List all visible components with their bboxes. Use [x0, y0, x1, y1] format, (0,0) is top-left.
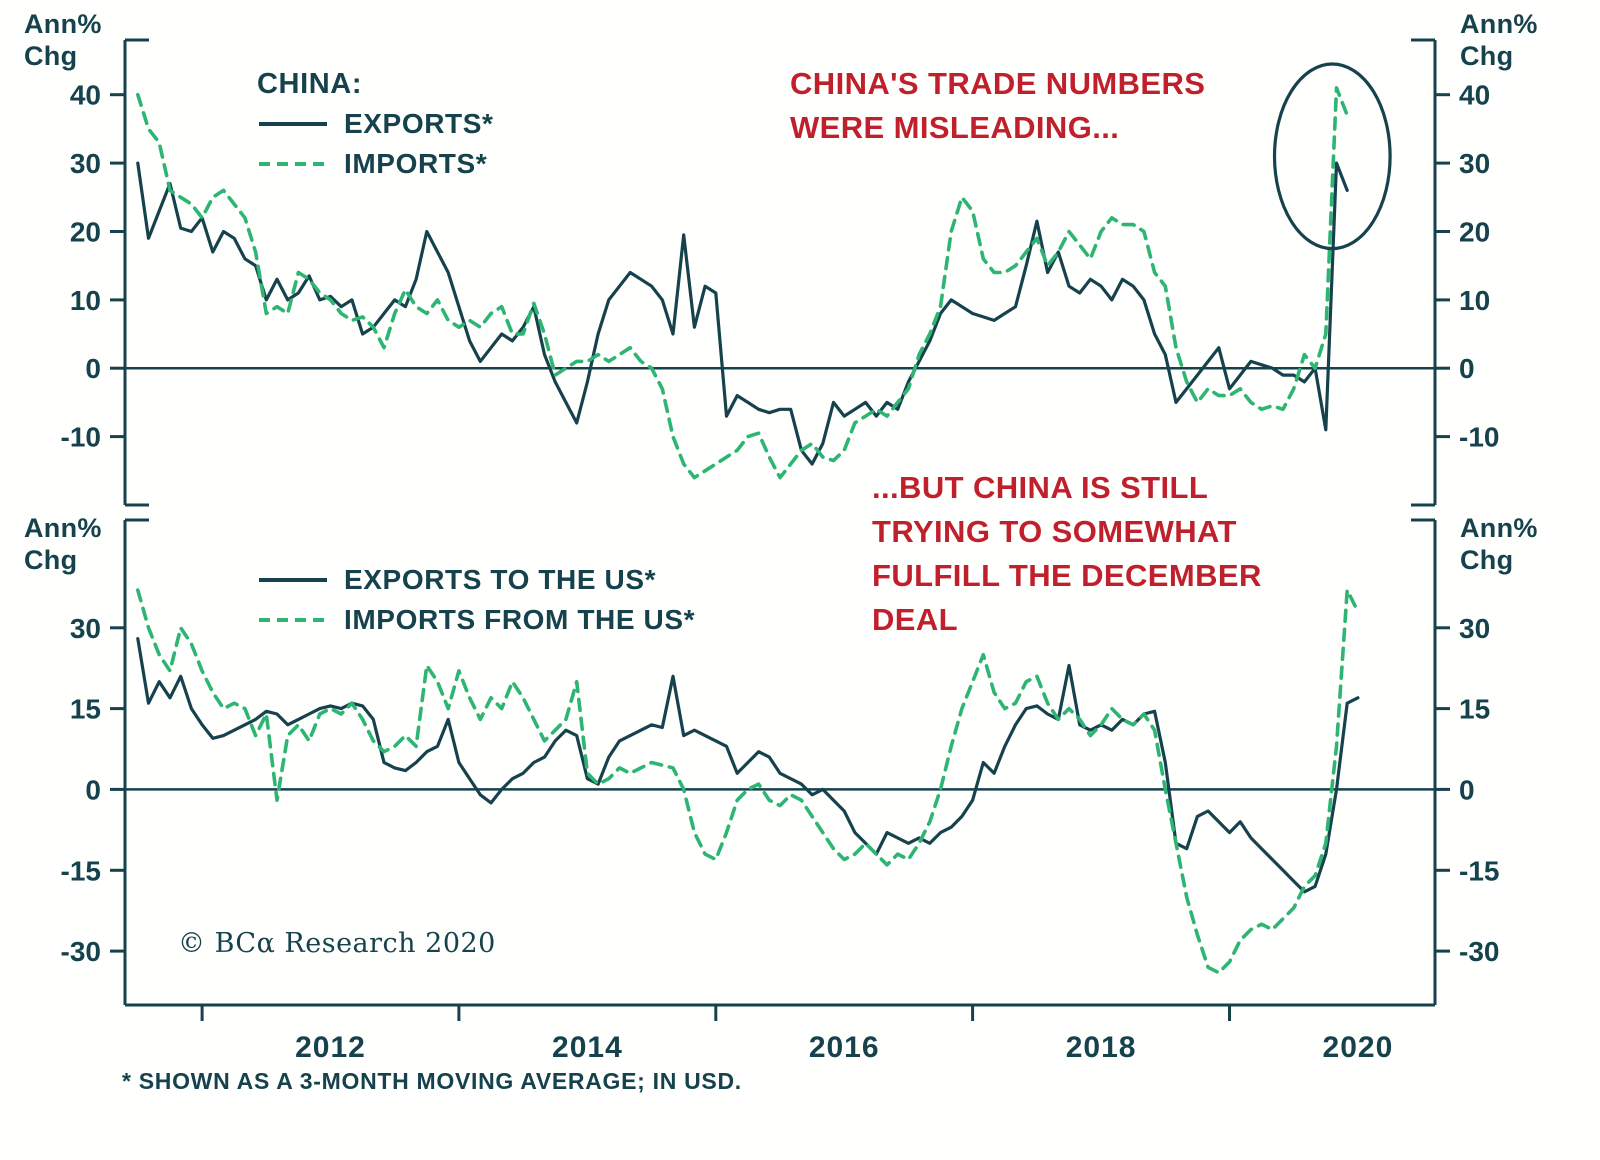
y-tick-label-right: 15 [1459, 694, 1490, 725]
x-tick-label: 2012 [295, 1031, 366, 1064]
y-tick-label-left: 0 [85, 774, 101, 805]
y-tick-label-right: 30 [1459, 613, 1490, 644]
y-tick-label-right: 30 [1459, 148, 1490, 179]
dashed-line-key-icon [259, 618, 327, 622]
legend-entry-exports-to-us: EXPORTS TO THE US* [257, 564, 695, 595]
x-tick-label: 2016 [809, 1031, 880, 1064]
annotation-december-deal: ...BUT CHINA IS STILL TRYING TO SOMEWHAT… [872, 470, 1262, 638]
legend-label-exports: EXPORTS* [344, 108, 494, 139]
highlight-ellipse [1272, 62, 1392, 251]
legend-label-imports: IMPORTS* [344, 148, 488, 179]
panel-china-trade: 40 40 30 30 20 20 10 10 0 0 -10 -10 [61, 38, 1499, 507]
y-tick-label-left: 10 [70, 285, 101, 316]
axis-label-mid-right: Ann% Chg [1460, 513, 1538, 576]
legend-label-imports-from-us: IMPORTS FROM THE US* [344, 604, 696, 635]
axis-label-mid-left: Ann% Chg [24, 513, 102, 576]
legend-label-exports-to-us: EXPORTS TO THE US* [344, 564, 657, 595]
legend-top-panel: CHINA: EXPORTS* IMPORTS* [257, 68, 494, 189]
y-tick-label-left: -30 [61, 936, 101, 967]
exports-line [136, 161, 1349, 466]
y-tick-label-left: -10 [61, 422, 101, 453]
y-tick-label-right: 40 [1459, 80, 1490, 111]
y-tick-label-left: 40 [70, 80, 101, 111]
x-tick-label: 2020 [1323, 1031, 1394, 1064]
x-tick-label: 2018 [1066, 1031, 1137, 1064]
panel-us-trade: 30 30 15 15 0 0 -15 -15 -30 -30 2012 2014 2016 2018 20… [61, 518, 1499, 1064]
solid-line-key-icon [259, 578, 327, 582]
y-tick-label-left: 30 [70, 148, 101, 179]
imports-line [136, 86, 1349, 480]
y-tick-label-right: 10 [1459, 285, 1490, 316]
y-tick-label-right: -15 [1459, 855, 1499, 886]
y-tick-label-left: 15 [70, 694, 101, 725]
y-tick-label-right: -30 [1459, 936, 1499, 967]
legend-entry-imports-from-us: IMPORTS FROM THE US* [257, 604, 696, 635]
legend-entry-imports: IMPORTS* [257, 148, 494, 179]
axis-label-top-left: Ann% Chg [24, 9, 102, 72]
y-tick-label-left: 0 [85, 353, 101, 384]
legend-title: CHINA: [257, 68, 363, 100]
y-tick-label-right: 20 [1459, 217, 1490, 248]
copyright: © BCα Research 2020 [178, 928, 496, 959]
x-tick-label: 2014 [552, 1031, 623, 1064]
y-tick-label-right: 0 [1459, 353, 1475, 384]
legend-bottom-panel: EXPORTS TO THE US* IMPORTS FROM THE US* [257, 564, 696, 645]
axis-label-top-right: Ann% Chg [1460, 9, 1538, 72]
footnote: * SHOWN AS A 3-MONTH MOVING AVERAGE; IN … [122, 1068, 742, 1094]
y-tick-label-left: 20 [70, 217, 101, 248]
y-tick-label-left: -15 [61, 855, 101, 886]
y-tick-label-right: 0 [1459, 774, 1475, 805]
dashed-line-key-icon [259, 162, 327, 166]
exports-to-the-us-line [136, 637, 1360, 894]
imports-from-the-us-line [136, 588, 1360, 975]
y-tick-label-left: 30 [70, 613, 101, 644]
solid-line-key-icon [259, 122, 327, 126]
legend-entry-exports: EXPORTS* [257, 108, 494, 139]
y-tick-label-right: -10 [1459, 422, 1499, 453]
annotation-misleading: CHINA'S TRADE NUMBERS WERE MISLEADING... [790, 66, 1206, 146]
